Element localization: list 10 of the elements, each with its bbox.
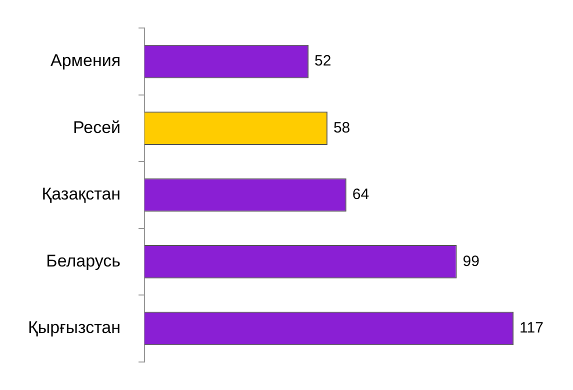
data-label: 64 (352, 186, 370, 204)
y-tick-label: Қырғызстан (28, 318, 121, 338)
data-label: 99 (462, 252, 480, 270)
y-tick-label: Қазақстан (42, 184, 121, 204)
data-label: 58 (333, 119, 350, 136)
y-tick-label: Беларусь (46, 251, 121, 270)
y-tick-label: Армения (50, 51, 121, 70)
y-tick-label: Ресей (73, 118, 121, 137)
data-label: 117 (520, 320, 544, 337)
data-label: 52 (314, 52, 332, 70)
